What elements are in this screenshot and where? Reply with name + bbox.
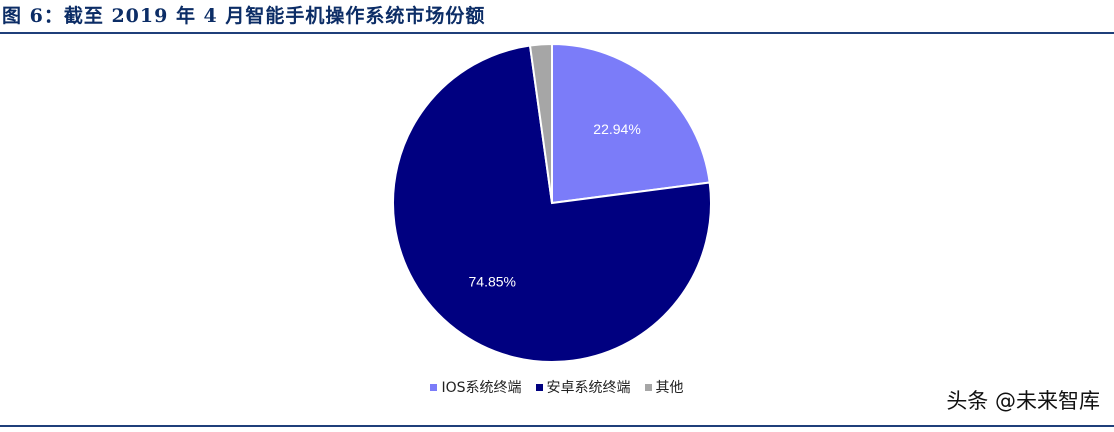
legend-label: 其他 (655, 380, 684, 396)
chart-legend: IOS系统终端 安卓系统终端 其他 (0, 377, 1114, 397)
pie-label-1: 22.94% (593, 121, 640, 137)
legend-item-3: 其他 (644, 377, 684, 397)
pie-slice-2 (392, 44, 712, 363)
legend-swatch (430, 383, 438, 391)
bottom-divider (0, 425, 1114, 427)
legend-swatch (644, 383, 652, 391)
title-divider (0, 32, 1114, 34)
legend-swatch (535, 383, 543, 391)
legend-item-1: IOS系统终端 (430, 377, 522, 397)
pie-chart: 22.94%74.85%2.21% (392, 42, 712, 363)
legend-label: IOS系统终端 (441, 380, 522, 396)
watermark: 头条 @未来智库 (946, 389, 1100, 413)
figure-title: 图 6：截至 2019 年 4 月智能手机操作系统市场份额 (2, 5, 486, 27)
legend-label: 安卓系统终端 (546, 380, 631, 396)
pie-slice-3 (528, 42, 553, 204)
legend-item-2: 安卓系统终端 (535, 377, 631, 397)
pie-label-2: 74.85% (469, 273, 516, 289)
pie-slice-1 (551, 42, 711, 205)
